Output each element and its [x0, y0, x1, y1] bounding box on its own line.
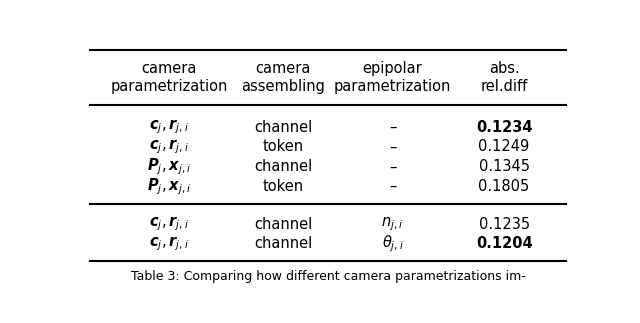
Text: 0.1235: 0.1235 [479, 216, 530, 232]
Text: channel: channel [254, 120, 312, 135]
Text: –: – [388, 179, 396, 194]
Text: $\boldsymbol{P}_j, \boldsymbol{x}_{j,i}$: $\boldsymbol{P}_j, \boldsymbol{x}_{j,i}$ [147, 176, 191, 197]
Text: camera
assembling: camera assembling [241, 60, 325, 94]
Text: $\boldsymbol{c}_j, \boldsymbol{r}_{j,i}$: $\boldsymbol{c}_j, \boldsymbol{r}_{j,i}$ [149, 118, 189, 136]
Text: channel: channel [254, 216, 312, 232]
Text: 0.1805: 0.1805 [479, 179, 530, 194]
Text: epipolar
parametrization: epipolar parametrization [334, 60, 451, 94]
Text: $n_{j,i}$: $n_{j,i}$ [381, 215, 404, 233]
Text: token: token [263, 140, 304, 154]
Text: Table 3: Comparing how different camera parametrizations im-: Table 3: Comparing how different camera … [131, 270, 525, 283]
Text: $\boldsymbol{P}_j, \boldsymbol{x}_{j,i}$: $\boldsymbol{P}_j, \boldsymbol{x}_{j,i}$ [147, 157, 191, 177]
Text: –: – [388, 120, 396, 135]
Text: abs.
rel.diff: abs. rel.diff [481, 60, 528, 94]
Text: $\boldsymbol{c}_j, \boldsymbol{r}_{j,i}$: $\boldsymbol{c}_j, \boldsymbol{r}_{j,i}$ [149, 234, 189, 253]
Text: $\boldsymbol{c}_j, \boldsymbol{r}_{j,i}$: $\boldsymbol{c}_j, \boldsymbol{r}_{j,i}$ [149, 138, 189, 156]
Text: channel: channel [254, 159, 312, 174]
Text: token: token [263, 179, 304, 194]
Text: 0.1204: 0.1204 [476, 236, 532, 251]
Text: $\theta_{j,i}$: $\theta_{j,i}$ [381, 234, 403, 254]
Text: –: – [388, 159, 396, 174]
Text: channel: channel [254, 236, 312, 251]
Text: 0.1234: 0.1234 [476, 120, 532, 135]
Text: 0.1345: 0.1345 [479, 159, 529, 174]
Text: 0.1249: 0.1249 [479, 140, 530, 154]
Text: –: – [388, 140, 396, 154]
Text: camera
parametrization: camera parametrization [111, 60, 228, 94]
Text: $\boldsymbol{c}_j, \boldsymbol{r}_{j,i}$: $\boldsymbol{c}_j, \boldsymbol{r}_{j,i}$ [149, 215, 189, 233]
